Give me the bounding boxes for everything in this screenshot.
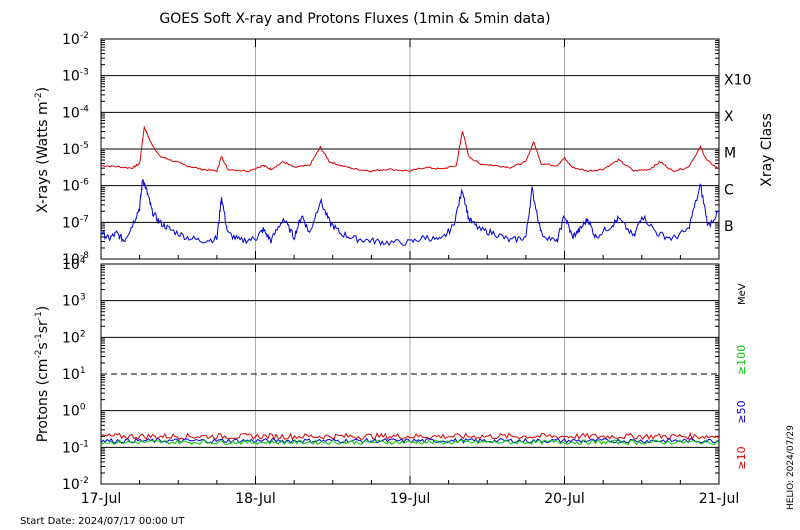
proton-y-axis-label: Protons (cm-2s-1sr-1)	[34, 306, 51, 442]
y-tick-label: 104	[62, 256, 86, 273]
start-date-label: Start Date: 2024/07/17 00:00 UT	[20, 516, 185, 527]
x-tick-label: 17-Jul	[81, 491, 122, 507]
chart-title: GOES Soft X-ray and Protons Fluxes (1min…	[159, 11, 550, 27]
xray-class-axis-title: Xray Class	[759, 113, 775, 187]
xray-y-axis-label: X-rays (Watts m-2)	[34, 87, 51, 213]
x-tick-label: 19-Jul	[390, 491, 431, 507]
x-tick-label: 21-Jul	[699, 491, 740, 507]
energy-channel-label: ≥10	[735, 446, 748, 469]
xray-panel: 10-8 10-7 10-6 10-5 10-4 10-3 10-2 X10 X M C B Xray …	[34, 31, 775, 268]
y-tick-label: 10-1	[62, 439, 89, 456]
xray-long-series	[101, 125, 720, 173]
y-tick-label: 10-2	[62, 31, 89, 48]
y-tick-label: 10-7	[62, 214, 89, 231]
x-axis: 17-Jul 18-Jul 19-Jul 20-Jul 21-Jul	[81, 39, 740, 507]
y-tick-label: 102	[62, 329, 86, 346]
y-tick-label: 10-5	[62, 141, 89, 158]
x-tick-label: 18-Jul	[235, 491, 276, 507]
y-tick-label: 103	[62, 293, 86, 310]
proton-p100-series	[100, 438, 720, 446]
energy-channel-label: ≥50	[735, 400, 748, 423]
y-tick-label: 10-2	[62, 476, 89, 493]
helio-date-stamp: HELIO: 2024/07/29	[786, 425, 796, 510]
x-tick-label: 20-Jul	[544, 491, 585, 507]
y-tick-label: 10-8	[62, 251, 89, 268]
xray-class-label: M	[724, 146, 736, 162]
y-tick-label: 10-6	[62, 178, 89, 195]
y-tick-label: 10-3	[62, 68, 89, 85]
proton-p10-series	[100, 431, 720, 441]
xray-class-label: C	[724, 182, 734, 198]
mev-unit-label: MeV	[737, 283, 748, 305]
xray-class-label: X	[724, 109, 734, 125]
xray-class-label: B	[724, 219, 734, 235]
proton-panel: 10-2 10-1 100 101 102 103 104 MeV ≥100 ≥50 ≥10 Prot…	[34, 256, 748, 493]
y-tick-label: 10-4	[62, 104, 89, 121]
y-tick-label: 101	[62, 366, 86, 383]
energy-channel-label: ≥100	[735, 345, 748, 375]
xray-short-series	[100, 179, 720, 247]
y-tick-label: 100	[62, 403, 86, 420]
xray-class-label: X10	[724, 72, 751, 88]
